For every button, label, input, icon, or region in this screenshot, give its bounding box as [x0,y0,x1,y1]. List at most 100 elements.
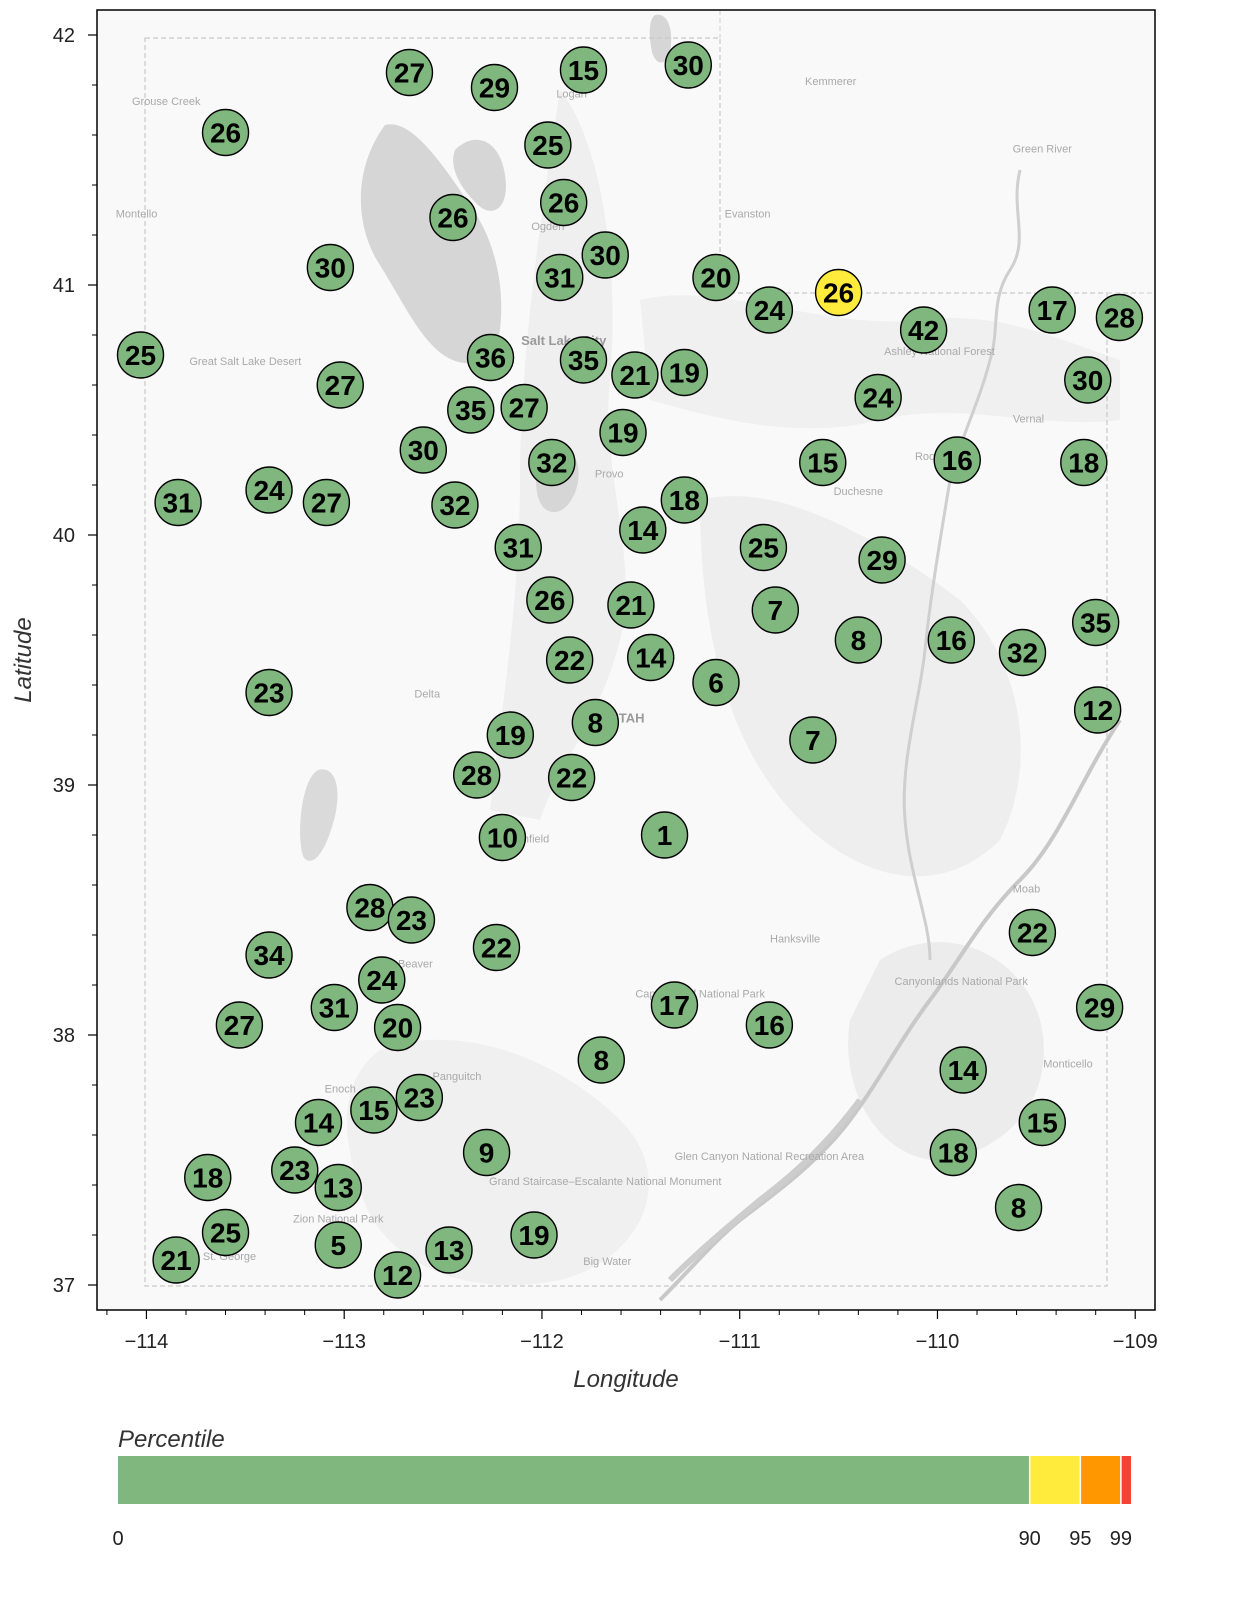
station-marker[interactable]: 35 [1071,598,1120,647]
station-marker[interactable]: 31 [494,523,542,572]
station-marker[interactable]: 15 [559,46,608,94]
station-marker[interactable]: 12 [1073,686,1122,734]
station-marker[interactable]: 22 [472,923,521,972]
station-marker[interactable]: 31 [536,253,584,302]
station-value-label: 15 [568,55,599,86]
station-marker[interactable]: 21 [607,581,655,629]
station-marker[interactable]: 25 [739,523,788,572]
station-marker[interactable]: 16 [927,616,976,664]
station-marker[interactable]: 26 [526,576,574,624]
station-marker[interactable]: 27 [215,1001,264,1049]
station-marker[interactable]: 35 [559,336,608,384]
station-marker[interactable]: 19 [510,1211,558,1259]
station-marker[interactable]: 13 [314,1163,362,1212]
station-marker[interactable]: 16 [933,436,981,484]
station-marker[interactable]: 22 [547,753,596,802]
station-marker[interactable]: 18 [1060,438,1108,487]
station-marker[interactable]: 25 [116,331,165,379]
station-marker[interactable]: 15 [350,1086,398,1134]
station-marker[interactable]: 8 [571,698,620,747]
station-marker[interactable]: 20 [373,1003,422,1052]
station-marker[interactable]: 26 [814,268,863,317]
station-marker[interactable]: 28 [346,883,394,932]
station-marker[interactable]: 17 [650,981,699,1029]
station-marker[interactable]: 32 [998,628,1047,677]
station-value-label: 8 [593,1045,609,1076]
station-marker[interactable]: 14 [939,1046,987,1094]
station-circle [1071,598,1120,647]
station-marker[interactable]: 6 [692,658,740,707]
station-marker[interactable]: 32 [431,481,479,529]
station-marker[interactable]: 20 [692,253,740,302]
station-marker[interactable]: 25 [201,1208,250,1257]
station-marker[interactable]: 16 [745,1001,794,1049]
station-marker[interactable]: 22 [1008,908,1057,957]
station-marker[interactable]: 15 [799,438,847,487]
station-marker[interactable]: 28 [1095,293,1144,342]
station-marker[interactable]: 7 [751,586,800,634]
station-value-label: 35 [1080,608,1111,639]
station-marker[interactable]: 26 [540,178,588,227]
station-marker[interactable]: 30 [306,243,355,292]
station-marker[interactable]: 8 [577,1036,625,1084]
station-marker[interactable]: 15 [1018,1098,1066,1147]
station-circle [933,436,981,484]
station-marker[interactable]: 14 [619,506,667,554]
station-marker[interactable]: 7 [789,716,837,764]
station-marker[interactable]: 29 [1075,983,1124,1032]
station-marker[interactable]: 14 [627,633,675,682]
station-value-label: 15 [807,448,838,479]
station-marker[interactable]: 35 [447,386,495,434]
station-marker[interactable]: 27 [316,361,364,409]
station-marker[interactable]: 30 [399,426,447,474]
station-marker[interactable]: 19 [660,348,709,397]
station-marker[interactable]: 21 [611,351,659,399]
station-marker[interactable]: 42 [899,306,948,354]
station-marker[interactable]: 32 [528,438,576,487]
station-marker[interactable]: 17 [1028,286,1076,334]
station-marker[interactable]: 18 [660,476,709,524]
station-marker[interactable]: 19 [486,711,535,759]
station-marker[interactable]: 29 [858,536,906,584]
station-marker[interactable]: 21 [152,1236,200,1284]
station-marker[interactable]: 29 [470,63,519,112]
station-marker[interactable]: 34 [245,931,293,979]
station-marker[interactable]: 9 [462,1128,511,1177]
station-marker[interactable]: 8 [834,616,883,664]
station-marker[interactable]: 23 [387,896,436,944]
station-marker[interactable]: 31 [310,983,359,1032]
station-marker[interactable]: 1 [640,811,689,859]
station-marker[interactable]: 24 [245,466,293,514]
station-marker[interactable]: 27 [500,383,548,432]
station-marker[interactable]: 26 [201,108,250,157]
station-marker[interactable]: 24 [745,286,794,334]
station-marker[interactable]: 26 [429,193,477,242]
station-marker[interactable]: 28 [452,751,501,799]
station-marker[interactable]: 30 [664,41,712,89]
station-marker[interactable]: 22 [545,636,594,684]
station-marker[interactable]: 5 [314,1221,362,1269]
station-marker[interactable]: 30 [581,231,629,279]
station-marker[interactable]: 23 [271,1146,319,1194]
station-marker[interactable]: 24 [358,956,406,1004]
station-marker[interactable]: 10 [478,813,527,862]
station-marker[interactable]: 25 [524,121,572,169]
station-marker[interactable]: 23 [245,668,293,717]
station-marker[interactable]: 36 [466,333,515,382]
station-marker[interactable]: 13 [425,1226,473,1274]
station-marker[interactable]: 30 [1064,356,1112,404]
station-marker[interactable]: 19 [599,408,647,457]
station-marker[interactable]: 27 [302,478,351,527]
station-marker[interactable]: 23 [395,1073,444,1122]
station-marker[interactable]: 18 [184,1153,232,1202]
station-marker[interactable]: 14 [294,1098,343,1147]
station-marker[interactable]: 24 [854,373,902,422]
station-value-label: 23 [279,1155,310,1186]
station-marker[interactable]: 27 [385,48,434,97]
station-marker[interactable]: 31 [154,478,202,527]
station-marker[interactable]: 8 [994,1183,1043,1232]
station-marker[interactable]: 12 [373,1251,422,1299]
station-marker[interactable]: 18 [929,1128,977,1177]
